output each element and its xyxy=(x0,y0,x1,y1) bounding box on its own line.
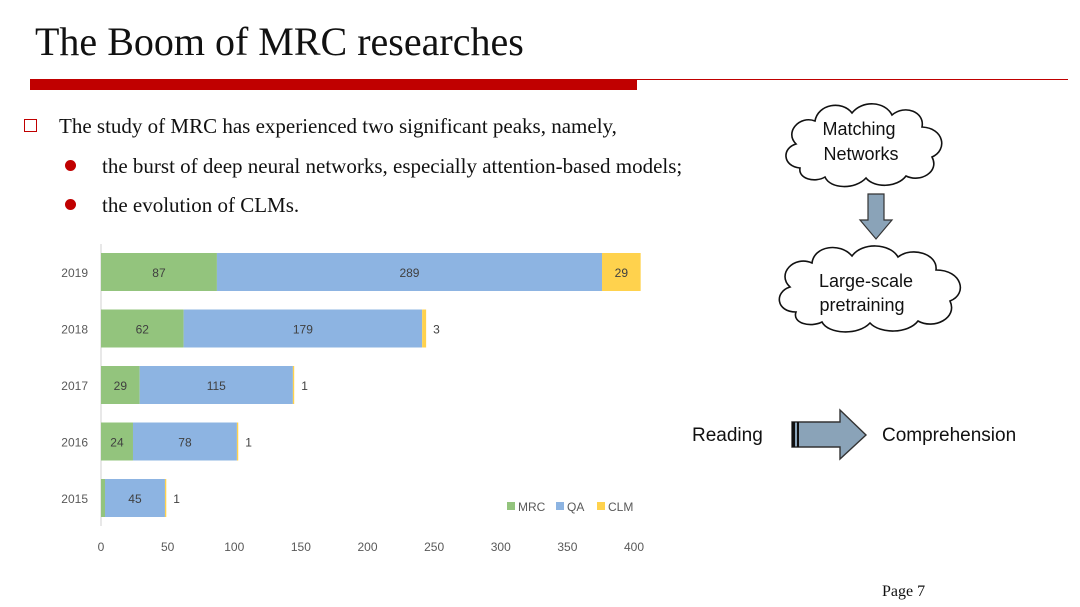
bar-segment-mrc xyxy=(101,422,133,461)
bar-segment-qa xyxy=(139,366,293,404)
x-tick-label: 200 xyxy=(357,540,377,554)
dot-bullet-icon xyxy=(65,199,76,210)
chart-legend: MRC QA CLM xyxy=(507,500,633,514)
stacked-bar-chart: 8728929621793291151247813451 20192018201… xyxy=(61,244,644,554)
x-tick-label: 350 xyxy=(557,540,577,554)
x-tick-label: 150 xyxy=(291,540,311,554)
x-tick-label: 400 xyxy=(624,540,644,554)
main-bullet: The study of MRC has experienced two sig… xyxy=(24,114,617,139)
cloud-text-line: Matching xyxy=(822,119,895,139)
bar-segment-mrc xyxy=(101,253,217,291)
cloud-shape xyxy=(785,103,943,188)
x-tick-label: 300 xyxy=(491,540,511,554)
bar-segment-clm xyxy=(602,253,641,291)
slide-title: The Boom of MRC researches xyxy=(35,19,524,64)
category-label: 2016 xyxy=(61,436,88,450)
data-label: 1 xyxy=(173,492,180,506)
page-number: Page 7 xyxy=(882,583,926,600)
category-labels: 2019 2018 2017 2016 2015 xyxy=(61,266,88,506)
data-label: 29 xyxy=(615,266,629,280)
bar-segment-qa xyxy=(216,253,603,291)
comprehension-label: Comprehension xyxy=(882,425,1016,446)
bar-segment-qa xyxy=(183,309,423,348)
x-tick-label: 100 xyxy=(224,540,244,554)
x-tick-label: 0 xyxy=(98,540,105,554)
cloud-matching-networks: Matching Networks xyxy=(785,103,943,188)
legend-swatch xyxy=(556,502,564,510)
bar-segment-mrc xyxy=(101,366,140,404)
bar-segment-clm xyxy=(164,479,167,517)
x-tick-labels: 0 50 100 150 200 250 300 350 400 xyxy=(98,540,645,554)
chart-bars: 8728929621793291151247813451 xyxy=(101,253,641,517)
bar-segment-mrc xyxy=(101,309,184,348)
data-label: 29 xyxy=(114,379,128,393)
sub-bullet-text: the burst of deep neural networks, espec… xyxy=(102,154,683,178)
dot-bullet-icon xyxy=(65,160,76,171)
cloud-shape xyxy=(778,245,961,333)
data-label: 289 xyxy=(399,266,419,280)
main-bullet-text: The study of MRC has experienced two sig… xyxy=(59,114,617,138)
reading-label: Reading xyxy=(692,425,763,446)
data-label: 115 xyxy=(207,379,226,393)
legend-label: QA xyxy=(567,500,584,514)
bar-segment-qa xyxy=(104,479,165,517)
legend-swatch xyxy=(597,502,605,510)
sub-bullet-text: the evolution of CLMs. xyxy=(102,193,300,217)
data-label: 3 xyxy=(433,323,440,337)
data-label: 78 xyxy=(178,436,192,450)
x-tick-label: 250 xyxy=(424,540,444,554)
bar-segment-qa xyxy=(132,422,237,461)
square-bullet-icon xyxy=(24,119,37,132)
data-label: 1 xyxy=(301,379,308,393)
category-label: 2015 xyxy=(61,492,88,506)
category-label: 2018 xyxy=(61,323,88,337)
cloud-text-line: Large-scale xyxy=(819,271,913,291)
legend-label: MRC xyxy=(518,500,546,514)
data-label: 62 xyxy=(136,323,150,337)
data-label: 179 xyxy=(293,323,313,337)
data-label: 1 xyxy=(245,436,252,450)
cloud-text-line: pretraining xyxy=(819,295,904,315)
data-label: 45 xyxy=(128,492,142,506)
bar-segment-clm xyxy=(292,366,295,404)
cloud-large-scale-pretraining: Large-scale pretraining xyxy=(778,245,961,333)
cloud-text-line: Networks xyxy=(823,144,898,164)
bar-segment-clm xyxy=(422,309,427,348)
bar-segment-mrc xyxy=(101,479,105,517)
sub-bullet: the burst of deep neural networks, espec… xyxy=(65,154,682,179)
data-label: 87 xyxy=(152,266,166,280)
x-tick-label: 50 xyxy=(161,540,175,554)
right-arrow-icon xyxy=(791,408,868,461)
sub-bullet: the evolution of CLMs. xyxy=(65,193,299,218)
category-label: 2017 xyxy=(61,379,88,393)
legend-swatch xyxy=(507,502,515,510)
category-label: 2019 xyxy=(61,266,88,280)
down-arrow-icon xyxy=(858,193,894,240)
title-rule-accent xyxy=(30,79,637,90)
data-label: 24 xyxy=(110,436,124,450)
legend-label: CLM xyxy=(608,500,633,514)
bar-segment-clm xyxy=(236,422,239,461)
